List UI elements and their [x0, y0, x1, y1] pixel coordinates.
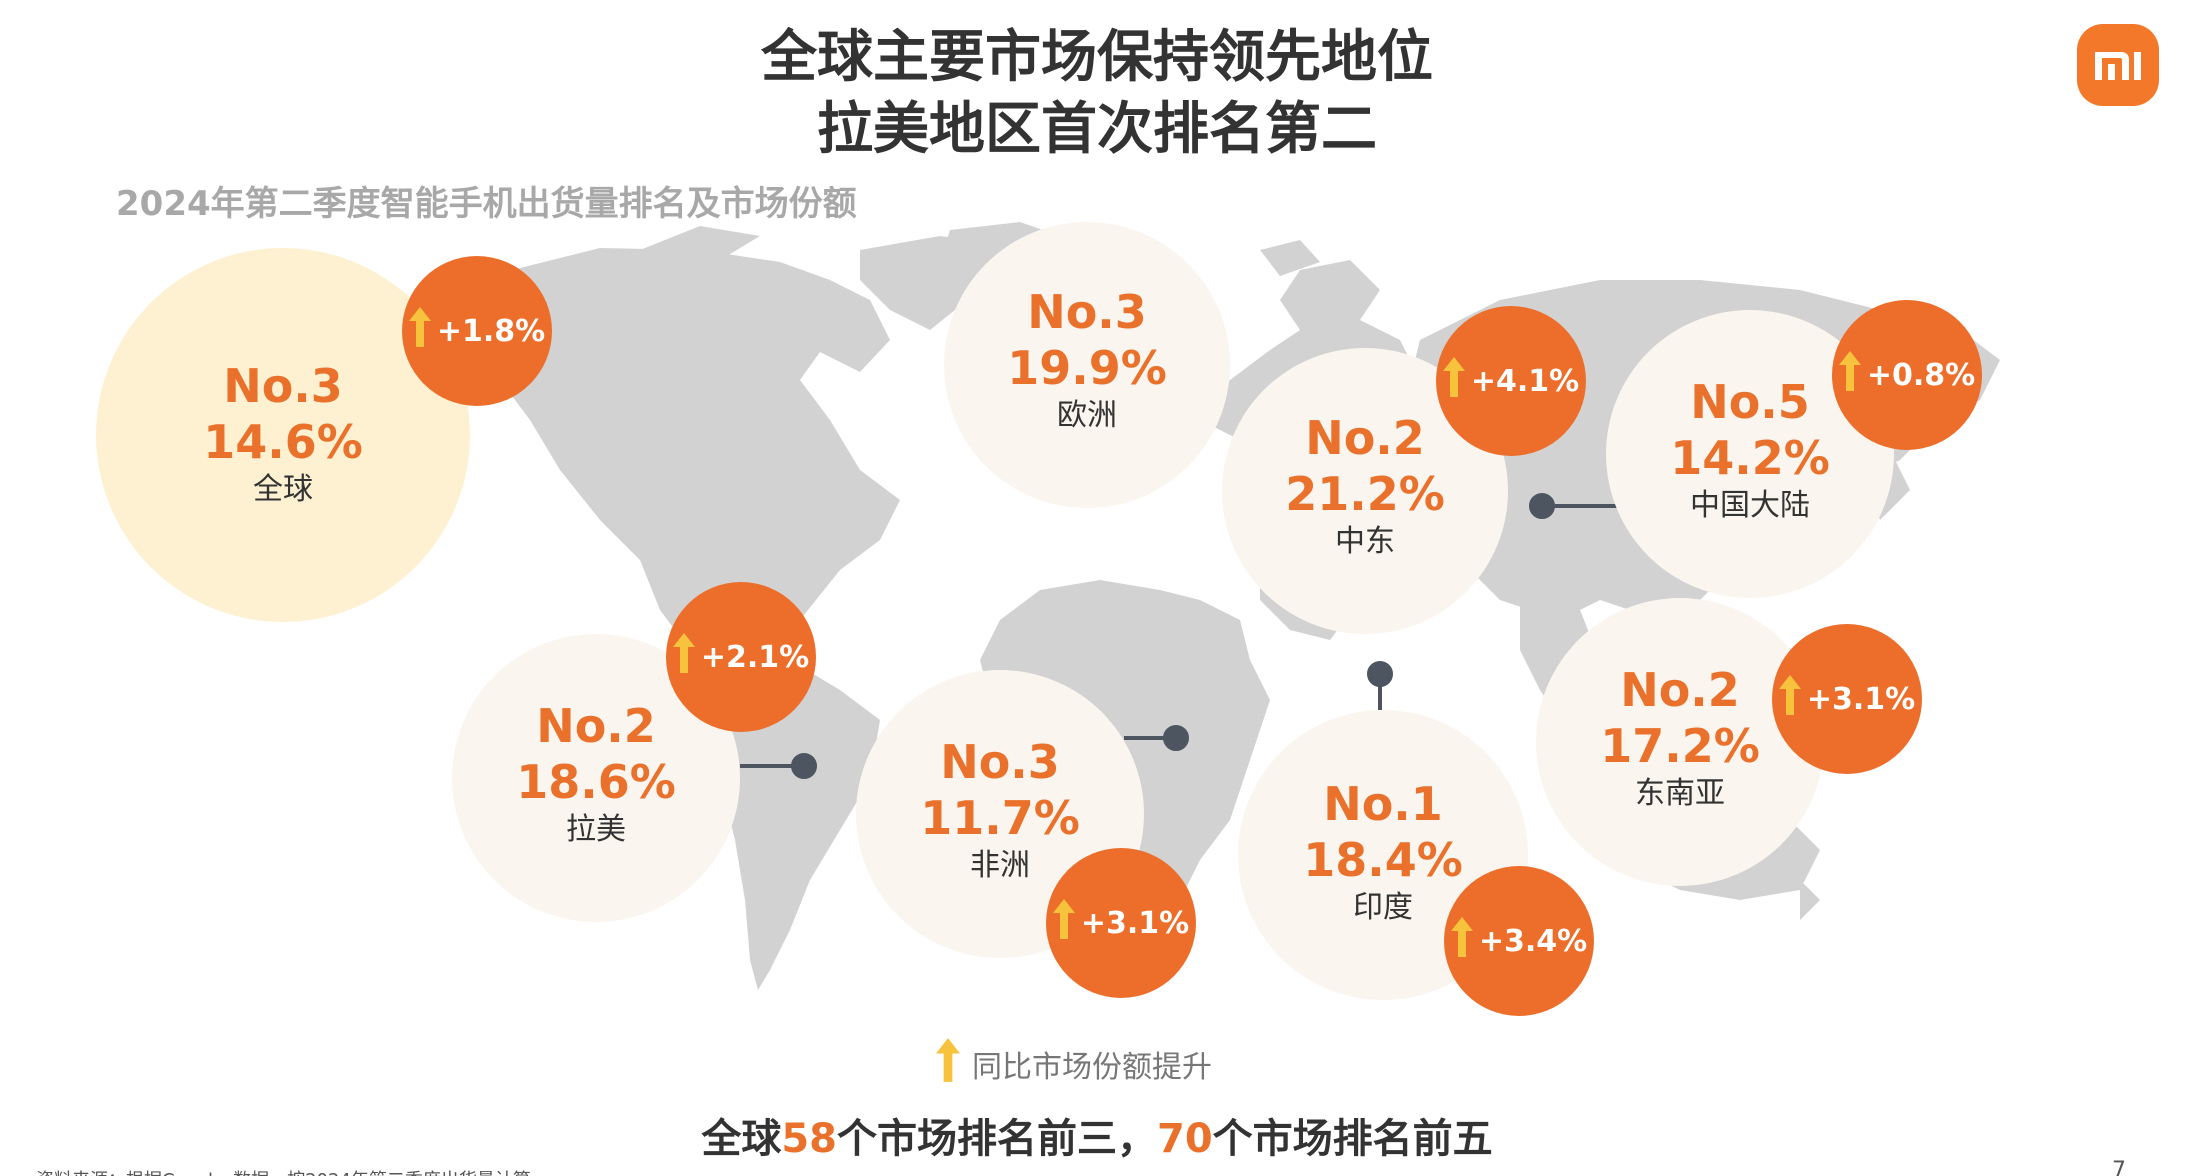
middle-east-change: +4.1% [1470, 363, 1580, 399]
middle-east-region: 中东 [1335, 524, 1395, 559]
up-arrow-icon [1778, 675, 1801, 723]
badge-china: +0.8% [1832, 300, 1982, 450]
up-arrow-icon [1442, 357, 1465, 405]
footer-num-1: 58 [781, 1116, 837, 1162]
footer-part-3: 个市场排名前五 [1212, 1116, 1493, 1162]
legend: 同比市场份额提升 [936, 1038, 1212, 1090]
sea-rank: No.2 [1620, 663, 1740, 717]
china-change: +0.8% [1866, 357, 1976, 393]
sea-change: +3.1% [1806, 681, 1916, 717]
bubble-sea: No.2 17.2% 东南亚 [1536, 598, 1824, 886]
india-connector-dot [1367, 661, 1393, 687]
china-rank: No.5 [1690, 375, 1810, 429]
africa-rank: No.3 [940, 735, 1060, 789]
footer-part-2: 个市场排名前三， [837, 1116, 1157, 1162]
bubble-global: No.3 14.6% 全球 [96, 248, 470, 622]
india-rank: No.1 [1323, 777, 1443, 831]
title-line-1: 全球主要市场保持领先地位 [761, 25, 1433, 90]
europe-region: 欧洲 [1057, 398, 1117, 433]
badge-africa: +3.1% [1046, 848, 1196, 998]
latam-change: +2.1% [700, 639, 810, 675]
africa-region: 非洲 [970, 848, 1030, 883]
latam-region: 拉美 [566, 812, 626, 847]
up-arrow-icon [1838, 351, 1861, 399]
source-note: 资料来源：根据Canalys数据，按2024年第二季度出货量计算 [36, 1166, 531, 1176]
up-arrow-icon [1052, 899, 1075, 947]
footer-part-1: 全球 [701, 1116, 782, 1162]
subtitle: 2024年第二季度智能手机出货量排名及市场份额 [116, 184, 857, 224]
up-arrow-icon [1450, 917, 1473, 965]
up-arrow-icon [672, 633, 695, 681]
middle-east-share: 21.2% [1285, 467, 1445, 521]
global-share: 14.6% [203, 415, 363, 469]
badge-india: +3.4% [1444, 866, 1594, 1016]
page-title: 全球主要市场保持领先地位 拉美地区首次排名第二 [0, 22, 2194, 166]
up-arrow-icon [936, 1038, 960, 1090]
latam-rank: No.2 [536, 699, 656, 753]
sea-share: 17.2% [1600, 719, 1760, 773]
connector-lines [740, 493, 1620, 779]
sea-region: 东南亚 [1635, 776, 1725, 811]
badge-sea: +3.1% [1772, 624, 1922, 774]
xiaomi-logo [2077, 24, 2159, 106]
legend-label: 同比市场份额提升 [972, 1050, 1212, 1085]
page-number: 7 [2112, 1158, 2126, 1176]
global-change: +1.8% [436, 313, 546, 349]
africa-share: 11.7% [920, 791, 1080, 845]
bubble-europe: No.3 19.9% 欧洲 [944, 222, 1230, 508]
africa-change: +3.1% [1080, 905, 1190, 941]
title-line-2: 拉美地区首次排名第二 [817, 97, 1377, 162]
footer-num-2: 70 [1157, 1116, 1213, 1162]
latam-connector-dot [791, 753, 817, 779]
badge-middle-east: +4.1% [1436, 306, 1586, 456]
china-region: 中国大陆 [1690, 488, 1810, 523]
badge-global: +1.8% [402, 256, 552, 406]
footer-headline: 全球58个市场排名前三，70个市场排名前五 [0, 1106, 2194, 1164]
china-connector-dot [1529, 493, 1555, 519]
badge-latam: +2.1% [666, 582, 816, 732]
india-region: 印度 [1353, 890, 1413, 925]
india-share: 18.4% [1303, 833, 1463, 887]
europe-share: 19.9% [1007, 341, 1167, 395]
global-region: 全球 [253, 472, 313, 507]
mi-logo-icon [2095, 52, 2141, 80]
africa-connector-dot [1163, 725, 1189, 751]
up-arrow-icon [408, 307, 431, 355]
middle-east-rank: No.2 [1305, 411, 1425, 465]
china-share: 14.2% [1670, 431, 1830, 485]
europe-rank: No.3 [1027, 285, 1147, 339]
latam-share: 18.6% [516, 755, 676, 809]
india-change: +3.4% [1478, 923, 1588, 959]
global-rank: No.3 [223, 359, 343, 413]
